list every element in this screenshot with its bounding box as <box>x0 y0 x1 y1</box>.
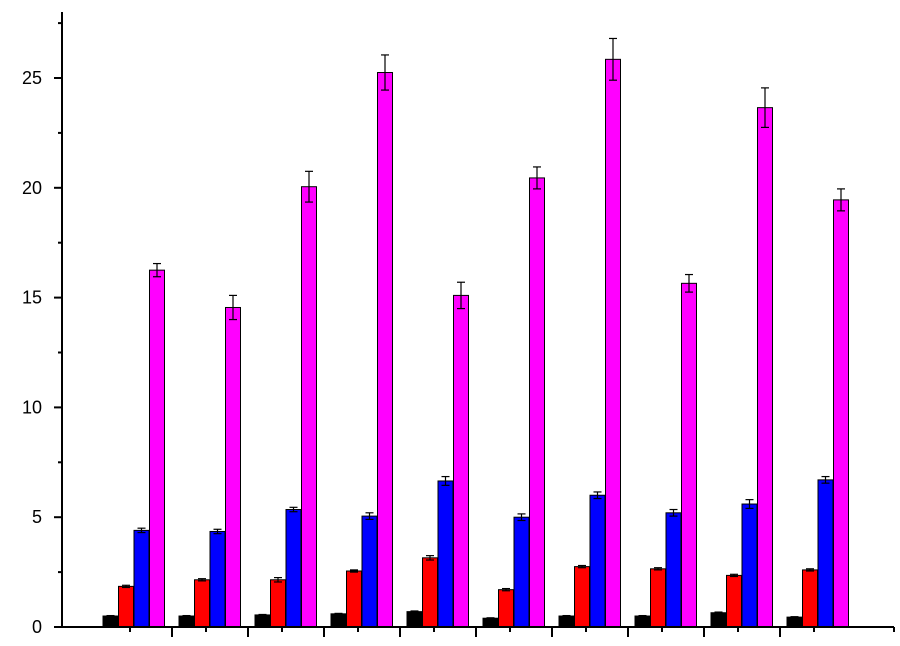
bar <box>802 569 818 628</box>
bar <box>498 589 514 628</box>
bar <box>422 557 438 628</box>
bar <box>741 503 758 628</box>
bar <box>149 269 165 628</box>
bar <box>406 611 423 628</box>
bar <box>574 566 590 628</box>
bar <box>453 294 469 628</box>
bars-layer <box>102 58 849 628</box>
bar <box>634 615 651 628</box>
y-tick-label: 0 <box>32 617 42 637</box>
bar <box>757 107 773 628</box>
bar <box>301 186 317 628</box>
error-bars-layer <box>106 37 845 620</box>
y-tick-label: 20 <box>22 178 42 198</box>
bar <box>118 585 134 628</box>
bar <box>513 516 530 628</box>
bar <box>102 615 119 628</box>
bar <box>529 177 545 628</box>
bar <box>589 494 606 628</box>
bar <box>330 613 347 628</box>
bar <box>437 480 454 628</box>
bar <box>482 617 499 628</box>
y-tick-label: 10 <box>22 397 42 417</box>
x-ticks-layer <box>129 627 895 637</box>
bar <box>605 58 621 628</box>
y-tick-label: 15 <box>22 288 42 308</box>
bar <box>665 512 682 628</box>
bar <box>681 282 697 628</box>
bar <box>254 614 271 628</box>
bar <box>133 529 150 628</box>
bar <box>650 568 666 628</box>
bar <box>833 199 849 628</box>
bar <box>558 615 575 628</box>
bar <box>817 479 834 628</box>
bar <box>270 579 286 628</box>
y-tick-label: 5 <box>32 507 42 527</box>
bar <box>726 574 742 628</box>
y-tick-label: 25 <box>22 68 42 88</box>
bar <box>178 615 195 628</box>
bar <box>209 530 226 628</box>
bar <box>377 72 393 628</box>
bar <box>285 509 302 628</box>
bar <box>346 570 362 628</box>
bar <box>786 616 803 628</box>
bar <box>225 306 241 628</box>
bar <box>710 612 727 628</box>
y-ticks-layer: 0 5 10 15 20 25 <box>22 22 62 637</box>
bar <box>361 515 378 628</box>
bar <box>194 579 210 628</box>
